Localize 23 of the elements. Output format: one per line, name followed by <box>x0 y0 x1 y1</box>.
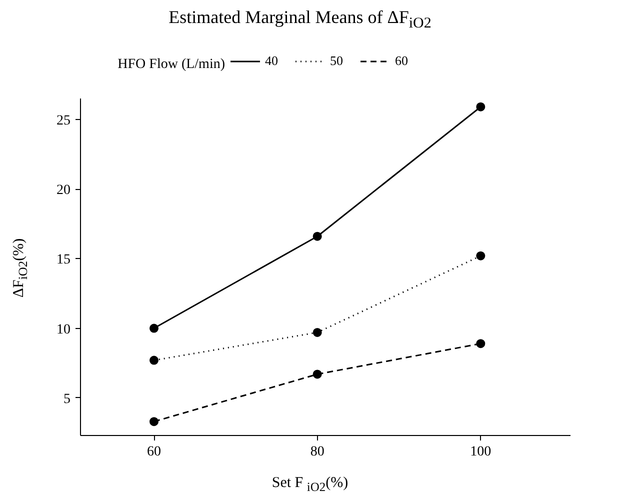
legend-title: HFO Flow (L/min) <box>118 56 225 74</box>
y-tick-label: 10 <box>56 322 70 338</box>
chart-title: Estimated Marginal Means of ΔF$_{iO2}$ <box>168 6 432 34</box>
y-tick-label: 15 <box>56 252 70 268</box>
x-tick-label: 60 <box>147 444 161 460</box>
y-tick-label: 25 <box>56 113 70 128</box>
point <box>312 370 322 379</box>
point <box>476 251 486 260</box>
legend-label: 50 <box>330 53 344 69</box>
point <box>476 339 486 348</box>
legend-label: 60 <box>395 53 409 69</box>
x-tick-label: 100 <box>470 444 492 460</box>
legend-label: 40 <box>265 53 279 69</box>
y-tick-label: 20 <box>56 183 70 198</box>
point <box>150 417 158 426</box>
point <box>312 328 322 337</box>
point <box>312 232 322 241</box>
point <box>150 324 158 333</box>
x-axis-title: Set F $_{iO2}$(%) <box>272 474 348 496</box>
x-tick-label: 80 <box>310 444 324 460</box>
point <box>476 102 486 112</box>
point <box>150 356 158 365</box>
y-tick-label: 5 <box>64 392 70 407</box>
